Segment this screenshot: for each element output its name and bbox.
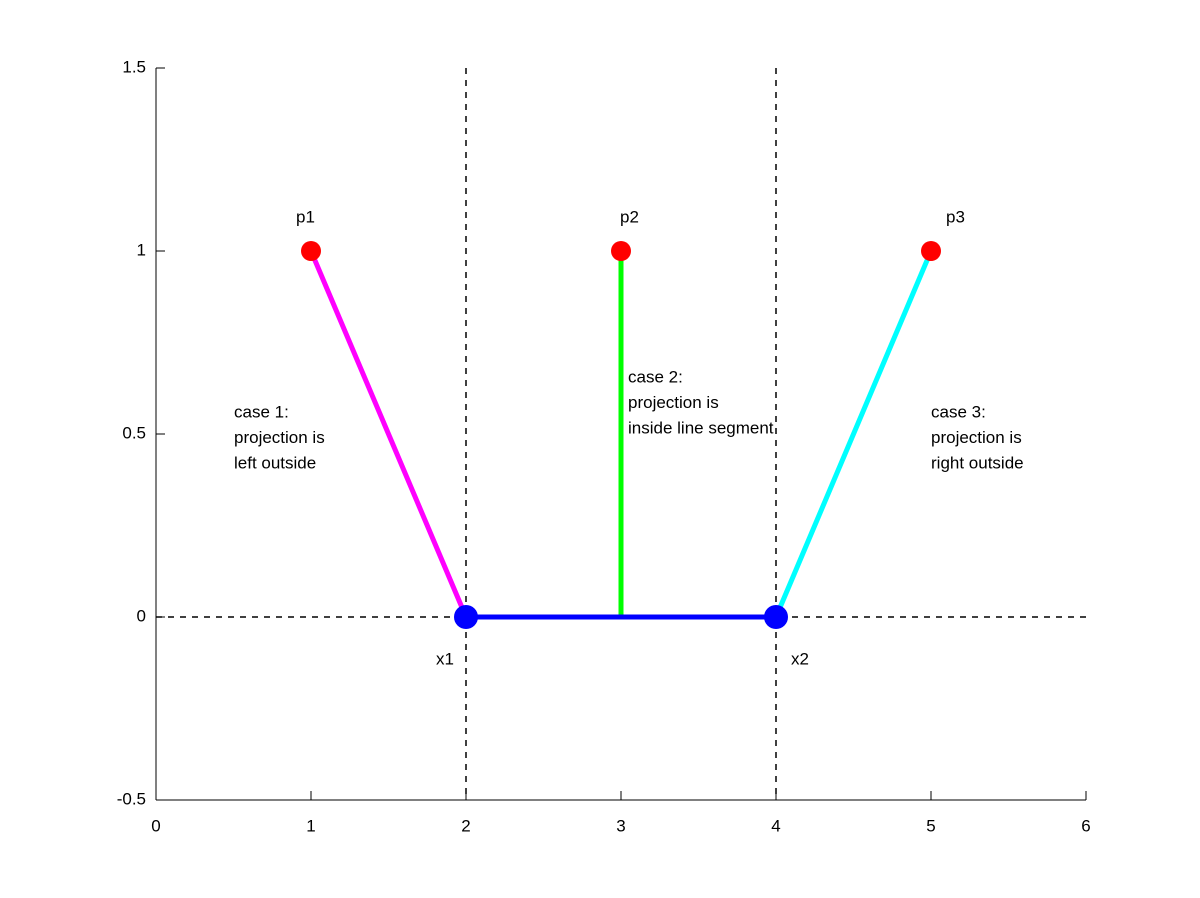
annotation: p3 — [946, 207, 965, 226]
annotation: case 1: — [234, 402, 289, 421]
x-tick-label: 5 — [926, 816, 935, 835]
annotation: inside line segment — [628, 418, 774, 437]
annotation: case 2: — [628, 367, 683, 386]
annotation: left outside — [234, 453, 316, 472]
y-tick-label: 1 — [137, 240, 146, 259]
annotation: p2 — [620, 207, 639, 226]
x-tick-label: 0 — [151, 816, 160, 835]
segment-line — [773, 250, 934, 618]
annotation: right outside — [931, 453, 1024, 472]
x-tick-label: 2 — [461, 816, 470, 835]
y-tick-label: 1.5 — [122, 57, 146, 76]
y-tick-label: -0.5 — [117, 789, 146, 808]
x-tick-label: 3 — [616, 816, 625, 835]
point-marker — [921, 241, 941, 261]
y-tick-label: 0 — [137, 606, 146, 625]
segment-line — [308, 250, 469, 618]
point-marker — [454, 605, 478, 629]
x-tick-label: 6 — [1081, 816, 1090, 835]
point-marker — [764, 605, 788, 629]
x-tick-label: 1 — [306, 816, 315, 835]
annotation: projection is — [234, 428, 325, 447]
annotation: projection is — [628, 393, 719, 412]
y-tick-label: 0.5 — [122, 423, 146, 442]
x-tick-label: 4 — [771, 816, 780, 835]
annotation: x2 — [791, 649, 809, 668]
annotation: x1 — [436, 649, 454, 668]
annotation: projection is — [931, 428, 1022, 447]
annotation: case 3: — [931, 402, 986, 421]
point-marker — [611, 241, 631, 261]
annotation: p1 — [296, 207, 315, 226]
point-marker — [301, 241, 321, 261]
